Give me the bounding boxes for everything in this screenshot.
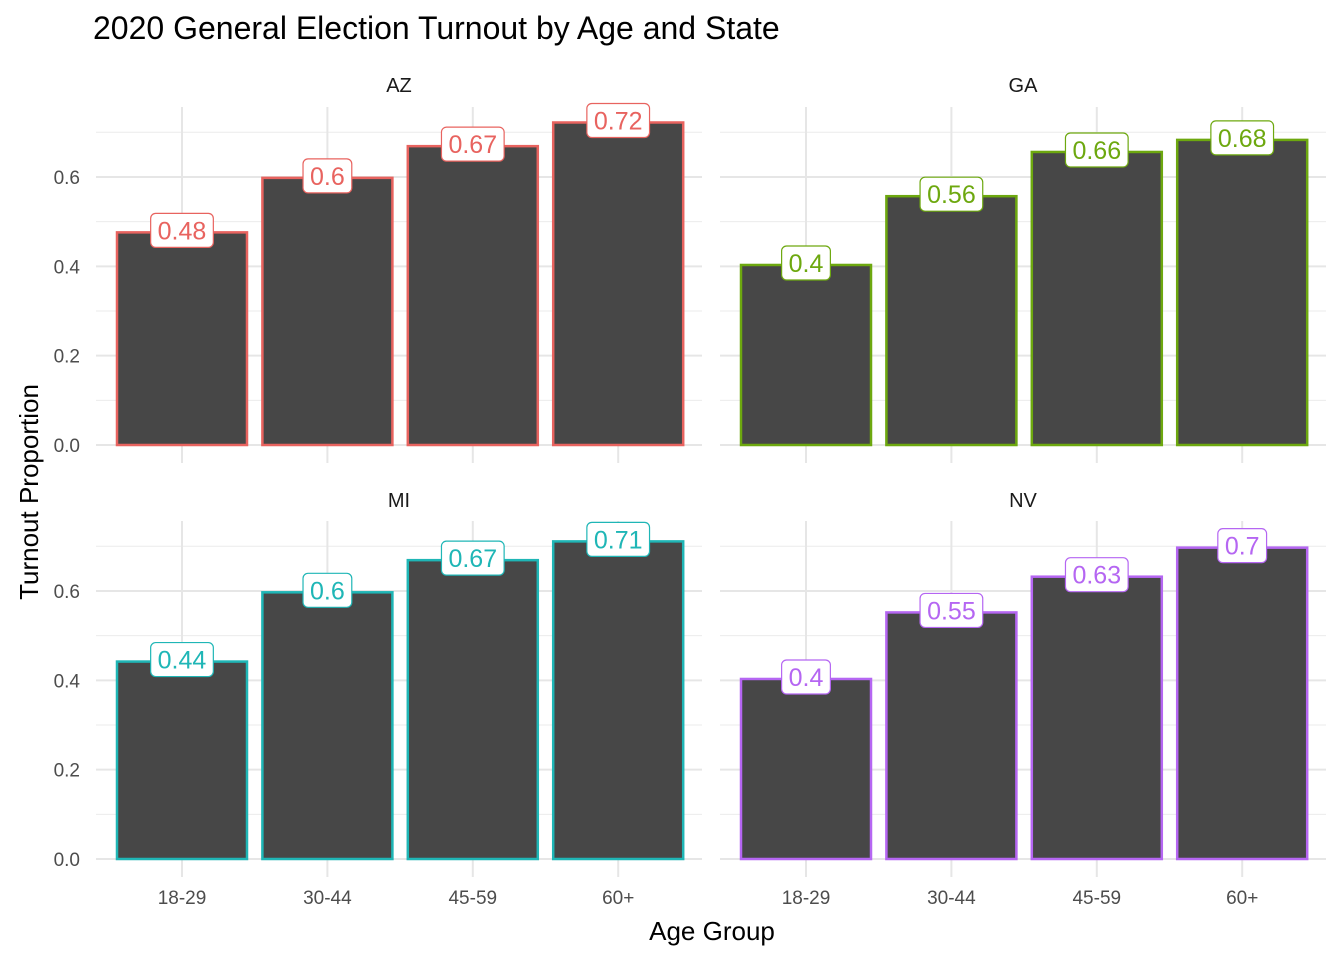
- x-tick-label: 30-44: [303, 888, 352, 909]
- y-tick-label: 0.4: [54, 257, 81, 278]
- x-axis-title: Age Group: [649, 916, 775, 946]
- x-tick-label: 60+: [1226, 888, 1258, 909]
- bar-az-45-59: [406, 144, 540, 447]
- data-label-text: 0.44: [158, 647, 207, 675]
- y-tick-label: 0.4: [54, 671, 81, 692]
- data-label-text: 0.63: [1072, 562, 1121, 590]
- data-label: 0.4: [781, 245, 831, 281]
- bar-mi-30-44: [261, 591, 394, 861]
- facet-strip-label: AZ: [386, 75, 412, 97]
- data-label-text: 0.4: [789, 664, 824, 692]
- data-label-box: [781, 659, 831, 695]
- bar-mi-45-59: [406, 558, 540, 861]
- bar-ga-45-59: [1030, 150, 1164, 447]
- bar-nv-60+: [1175, 546, 1309, 861]
- y-tick-label: 0.0: [54, 850, 80, 871]
- bar-mi-60+: [551, 540, 685, 861]
- bar-ga-60+: [1175, 138, 1309, 447]
- data-label: 0.7: [1217, 528, 1268, 564]
- panel-nv: NV 0.4 0.55 0.63 0.7 18-29 30-44 45-59 60+: [720, 490, 1326, 909]
- data-label-box: [586, 102, 651, 139]
- bar-az-30-44: [261, 176, 394, 447]
- data-label: 0.63: [1064, 557, 1129, 593]
- data-label: 0.4: [781, 659, 831, 695]
- y-axis-title: Turnout Proportion: [14, 384, 44, 600]
- bar-az-60+: [551, 121, 685, 447]
- data-label-text: 0.67: [448, 545, 497, 573]
- y-tick-label: 0.0: [54, 436, 80, 457]
- x-tick-label: 45-59: [1072, 888, 1121, 909]
- data-label-text: 0.48: [158, 217, 207, 245]
- data-label-box: [150, 212, 214, 248]
- data-label: 0.68: [1210, 120, 1275, 156]
- bar-mi-18-29: [115, 660, 249, 861]
- data-label-text: 0.4: [789, 250, 824, 278]
- data-label-box: [1064, 132, 1129, 168]
- data-label-text: 0.6: [310, 163, 345, 191]
- data-label-text: 0.55: [927, 597, 976, 625]
- data-label: 0.6: [302, 572, 353, 608]
- chart-title: 2020 General Election Turnout by Age and…: [93, 10, 780, 46]
- data-label: 0.67: [440, 540, 505, 576]
- bar-nv-18-29: [739, 677, 873, 861]
- data-label-box: [781, 245, 831, 281]
- data-label-box: [302, 158, 353, 194]
- data-label-box: [440, 126, 505, 162]
- data-label-box: [302, 572, 353, 608]
- data-label-text: 0.66: [1072, 137, 1121, 165]
- x-tick-label: 60+: [602, 888, 634, 909]
- data-label: 0.44: [150, 641, 214, 678]
- bar-nv-45-59: [1030, 575, 1164, 861]
- x-tick-label: 45-59: [448, 888, 497, 909]
- data-label: 0.72: [586, 102, 651, 139]
- data-label: 0.55: [919, 592, 984, 629]
- y-tick-label: 0.2: [54, 347, 80, 368]
- data-label-box: [919, 176, 984, 212]
- data-label-text: 0.68: [1218, 125, 1267, 153]
- data-label-box: [1064, 557, 1129, 593]
- data-label: 0.71: [586, 521, 651, 557]
- y-tick-label: 0.6: [54, 582, 80, 603]
- data-label: 0.56: [919, 176, 984, 212]
- bar-ga-30-44: [885, 194, 1018, 447]
- data-label: 0.48: [150, 212, 214, 248]
- facet-strip-label: MI: [388, 490, 410, 512]
- facet-panels: AZ 0.0 0.2 0.4 0.6 0.48 0.6 0.67 0.72 GA 0.4 0.56 0.…: [54, 75, 1326, 909]
- data-label-box: [440, 540, 505, 576]
- panel-mi: MI 0.0 0.2 0.4 0.6 0.44 0.6 0.67 0.71 18-29 30-44 4…: [54, 490, 702, 909]
- panel-ga: GA 0.4 0.56 0.66 0.68: [720, 75, 1326, 463]
- x-tick-label: 30-44: [927, 888, 976, 909]
- data-label-box: [919, 592, 984, 629]
- data-label-text: 0.56: [927, 181, 976, 209]
- y-tick-label: 0.6: [54, 168, 80, 189]
- bar-ga-18-29: [739, 263, 873, 447]
- data-label: 0.67: [440, 126, 505, 162]
- data-label-text: 0.71: [594, 526, 643, 554]
- data-label-text: 0.7: [1225, 533, 1260, 561]
- data-label-text: 0.67: [448, 131, 497, 159]
- facet-strip-label: NV: [1009, 490, 1037, 512]
- data-label-text: 0.6: [310, 577, 345, 605]
- bar-nv-30-44: [885, 611, 1018, 861]
- y-tick-label: 0.2: [54, 761, 80, 782]
- x-tick-label: 18-29: [782, 888, 831, 909]
- data-label: 0.6: [302, 158, 353, 194]
- data-label: 0.66: [1064, 132, 1129, 168]
- data-label-box: [586, 521, 651, 557]
- bar-az-18-29: [115, 231, 249, 447]
- panel-az: AZ 0.0 0.2 0.4 0.6 0.48 0.6 0.67 0.72: [54, 75, 702, 463]
- data-label-box: [1217, 528, 1268, 564]
- data-label-box: [150, 641, 214, 678]
- data-label-text: 0.72: [594, 107, 643, 135]
- data-label-box: [1210, 120, 1275, 156]
- x-tick-label: 18-29: [158, 888, 207, 909]
- facet-strip-label: GA: [1009, 75, 1039, 97]
